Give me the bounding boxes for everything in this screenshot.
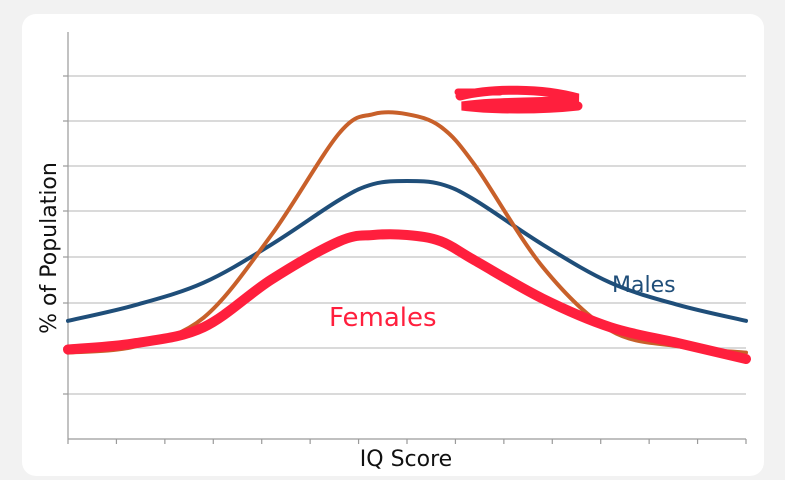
- scribbled-label: [454, 85, 583, 114]
- grid-lines: [68, 75, 746, 395]
- annotation-males: Males: [612, 273, 676, 298]
- chart: Males Females IQ Score % of Population: [37, 32, 751, 472]
- series-line-females: [63, 229, 751, 365]
- axes: [63, 32, 747, 444]
- chart-card: Males Females IQ Score % of Population: [22, 14, 764, 476]
- series-line-males: [66, 178, 748, 323]
- series-group: [63, 110, 751, 365]
- y-axis-label: % of Population: [37, 162, 62, 334]
- annotation-females: Females: [329, 303, 437, 333]
- x-axis-label: IQ Score: [360, 447, 452, 472]
